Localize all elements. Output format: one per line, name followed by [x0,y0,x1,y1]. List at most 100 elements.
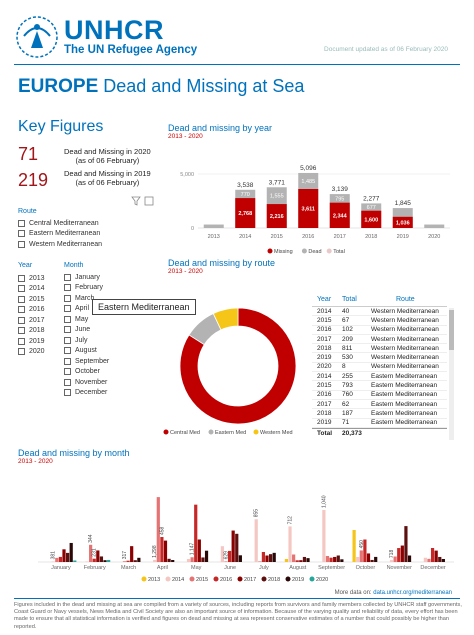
col-total-header[interactable]: Total [342,295,357,303]
month-bar-chart: 381 January 344 231 February 317 March 1,298 458… [38,495,454,583]
route-table-header: Year Total Route [312,294,447,307]
checkbox-icon[interactable] [64,284,71,292]
month-bar [171,560,175,562]
table-row: 2019 530 Western Mediterranean [312,353,447,363]
month-bar [261,552,265,562]
month-bar [427,558,431,562]
checkbox-icon[interactable] [18,327,25,335]
checkbox-icon[interactable] [64,378,71,386]
route-option-western-mediterranean[interactable]: Western Mediterranean [18,239,102,250]
month-option-april[interactable]: April [64,304,109,315]
month-bar [224,561,228,562]
year-option-2015[interactable]: 2015 [18,294,45,305]
month-option-march[interactable]: March [64,293,109,304]
checkbox-icon[interactable] [64,368,71,376]
year-option-2014[interactable]: 2014 [18,284,45,295]
route-filter-list: Central Mediterranean Eastern Mediterrane… [18,218,102,250]
checkbox-icon[interactable] [18,219,25,227]
month-bar [126,560,130,562]
month-bar [137,557,141,562]
checkbox-icon[interactable] [64,294,71,302]
month-bar [133,560,137,562]
month-bar [194,504,198,562]
month-option-july[interactable]: July [64,335,109,346]
table-scrollbar[interactable] [448,308,456,440]
cell-total: 102 [342,326,353,334]
checkbox-icon[interactable] [64,347,71,355]
checkbox-icon[interactable] [18,285,25,293]
month-option-august[interactable]: August [64,346,109,357]
col-route-header[interactable]: Route [368,296,447,303]
checkbox-icon[interactable] [18,306,25,314]
month-data-label: 231 [92,548,98,557]
x-tick-label: April [157,565,168,571]
checkbox-icon[interactable] [64,336,71,344]
month-bar [292,554,296,562]
year-option-2020[interactable]: 2020 [18,347,45,358]
legend-swatch [141,576,147,582]
cell-route: Western Mediterranean [371,363,439,371]
month-data-label: 458 [159,526,165,535]
checkbox-icon[interactable] [18,240,25,248]
cell-year: 2018 [317,344,332,352]
month-bar [130,546,134,562]
checkbox-icon[interactable] [64,315,71,323]
col-year-header[interactable]: Year [317,295,332,303]
legend-label: Eastern Med [215,430,246,436]
checkbox-icon[interactable] [64,273,71,281]
month-option-february[interactable]: February [64,283,109,294]
legend-swatch [261,576,267,582]
month-option-label: December [75,389,108,397]
checkbox-icon[interactable] [64,326,71,334]
checkbox-icon[interactable] [18,274,25,282]
filter-icon[interactable] [131,196,141,206]
checkbox-icon[interactable] [18,348,25,356]
checkbox-icon[interactable] [18,295,25,303]
year-option-2019[interactable]: 2019 [18,336,45,347]
year-option-2016[interactable]: 2016 [18,305,45,316]
month-bar [204,550,209,562]
x-tick-label: 2018 [365,234,377,240]
expand-icon[interactable] [144,196,154,206]
month-bar [400,545,404,562]
month-option-december[interactable]: December [64,388,109,399]
year-option-2013[interactable]: 2013 [18,273,45,284]
checkbox-icon[interactable] [18,316,25,324]
more-data-link[interactable]: data.unhcr.org/mediterranean [373,590,452,596]
month-option-may[interactable]: May [64,314,109,325]
x-tick-label: March [121,565,136,571]
cell-total: 187 [342,409,353,417]
route-chart-title: Dead and missing by route [168,258,276,268]
footnote: Figures included in the dead and missing… [14,602,462,630]
month-bar [160,537,164,562]
month-option-june[interactable]: June [64,325,109,336]
month-bar [235,533,239,562]
month-option-october[interactable]: October [64,367,109,378]
x-tick-label: December [420,565,446,571]
route-option-central-mediterranean[interactable]: Central Mediterranean [18,218,102,229]
year-chart-title: Dead and missing by year [168,123,273,133]
checkbox-icon[interactable] [18,337,25,345]
month-filter-list: January February March April May June July Augu… [64,272,109,398]
month-bar [231,530,235,562]
checkbox-icon[interactable] [64,389,71,397]
year-option-2017[interactable]: 2017 [18,315,45,326]
month-option-september[interactable]: September [64,356,109,367]
month-option-november[interactable]: November [64,377,109,388]
legend-swatch [213,576,219,582]
cell-year: 2020 [317,363,332,371]
bar-missing [235,198,256,228]
cell-route: Eastern Mediterranean [371,391,438,399]
x-tick-label: August [289,565,307,571]
checkbox-icon[interactable] [18,230,25,238]
route-table-total: Total 20,373 [312,427,447,438]
year-option-label: 2018 [29,327,45,335]
checkbox-icon[interactable] [64,357,71,365]
year-option-2018[interactable]: 2018 [18,326,45,337]
page-title-rest: Dead and Missing at Sea [103,76,305,96]
month-option-january[interactable]: January [64,272,109,283]
checkbox-icon[interactable] [64,305,71,313]
route-option-eastern-mediterranean[interactable]: Eastern Mediterranean [18,229,102,240]
x-tick-label: 2014 [239,234,251,240]
legend-label: 2018 [268,577,280,583]
